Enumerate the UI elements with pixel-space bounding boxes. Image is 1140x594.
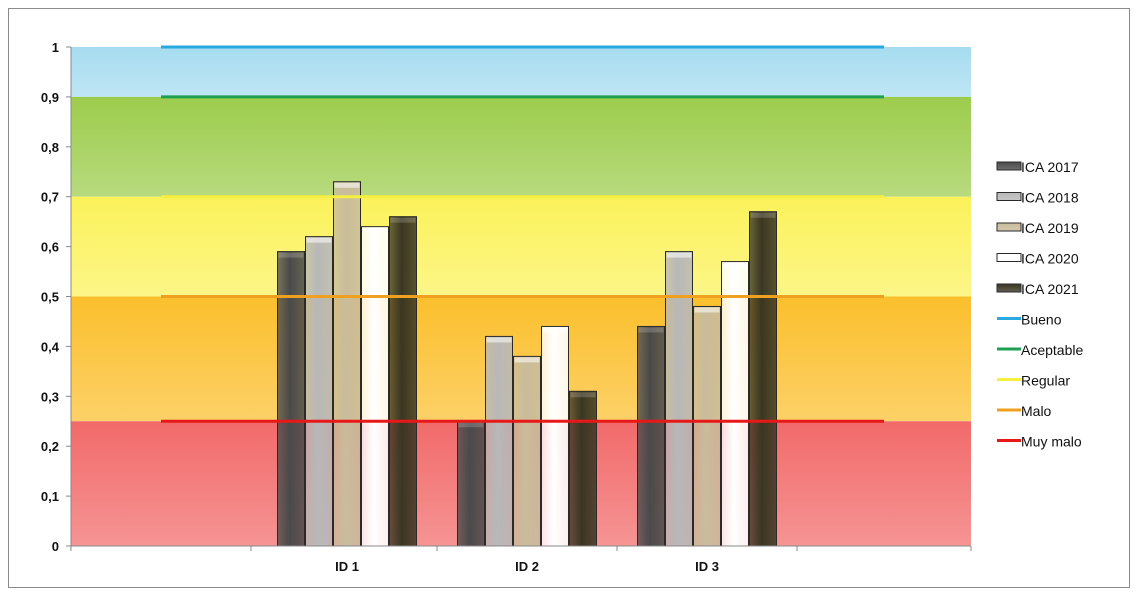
- bar-cap: [334, 182, 360, 188]
- legend-label: ICA 2017: [1021, 159, 1079, 175]
- bar-cap: [306, 237, 332, 243]
- bar-cap: [278, 252, 304, 258]
- bar: [721, 261, 749, 547]
- chart-frame: 0 0,1 0,2 0,3 0,4 0,5 0,6 0,7 0,8 0,9 1 ID 1 ID 2 ID …: [8, 8, 1130, 588]
- bar-cap: [486, 337, 512, 343]
- legend-label: Malo: [1021, 403, 1052, 419]
- legend-label: Bueno: [1021, 312, 1062, 328]
- legend-swatch: [996, 161, 1022, 171]
- bar-cap: [542, 327, 568, 333]
- legend-label: ICA 2020: [1021, 251, 1079, 267]
- bar-cap: [570, 392, 596, 398]
- bar: [541, 325, 569, 547]
- legend: ICA 2017 ICA 2018 ICA 2019 ICA 2020 ICA 2021…: [996, 159, 1083, 450]
- bar-cap: [362, 227, 388, 233]
- ica-bar-chart: 0 0,1 0,2 0,3 0,4 0,5 0,6 0,7 0,8 0,9 1 ID 1 ID 2 ID …: [41, 40, 1084, 574]
- bar-cap: [638, 327, 664, 333]
- legend-swatch: [996, 192, 1022, 201]
- legend-label: Muy malo: [1021, 434, 1082, 450]
- legend-label: ICA 2021: [1021, 281, 1079, 297]
- bar: [457, 420, 485, 547]
- bar-cap: [666, 252, 692, 258]
- y-tick-label: 0: [52, 539, 59, 554]
- y-tick-label: 0,6: [41, 240, 59, 255]
- legend-label: ICA 2019: [1021, 220, 1079, 236]
- quality-band: [71, 47, 971, 97]
- bar-cap: [514, 357, 540, 363]
- bar: [361, 226, 389, 547]
- bar-cap: [722, 262, 748, 268]
- quality-band: [71, 96, 971, 197]
- y-tick-label: 0,3: [41, 389, 59, 404]
- bar-cap: [390, 217, 416, 223]
- bar: [305, 236, 333, 547]
- y-tick-label: 0,7: [41, 190, 59, 205]
- bar: [665, 251, 693, 547]
- bar: [277, 251, 305, 547]
- y-tick-label: 0,8: [41, 140, 59, 155]
- bar: [485, 335, 513, 547]
- y-tick-label: 0,2: [41, 439, 59, 454]
- x-tick-label: ID 3: [695, 559, 719, 574]
- bar-cap: [750, 212, 776, 218]
- y-tick-label: 0,4: [41, 339, 60, 354]
- bar: [389, 216, 417, 547]
- y-tick-label: 1: [52, 40, 59, 55]
- legend-label: ICA 2018: [1021, 190, 1079, 206]
- legend-swatch: [996, 253, 1022, 262]
- legend-label: Regular: [1021, 373, 1070, 389]
- x-tick-label: ID 1: [335, 559, 359, 574]
- quality-band: [71, 196, 971, 297]
- legend-label: Aceptable: [1021, 342, 1083, 358]
- bar: [333, 181, 361, 547]
- bar: [693, 305, 721, 547]
- bar-cap: [694, 307, 720, 313]
- bar: [637, 325, 665, 547]
- y-tick-label: 0,1: [41, 489, 59, 504]
- y-tick-label: 0,9: [41, 90, 59, 105]
- bar: [569, 390, 597, 547]
- y-tick-label: 0,5: [41, 290, 59, 305]
- threshold-lines: [161, 45, 884, 423]
- axes: 0 0,1 0,2 0,3 0,4 0,5 0,6 0,7 0,8 0,9 1 ID 1 ID 2 ID …: [41, 40, 972, 574]
- bar: [513, 355, 541, 547]
- legend-swatch: [996, 222, 1022, 232]
- bar: [749, 211, 777, 547]
- legend-swatch: [996, 283, 1022, 293]
- bar-cap: [458, 422, 484, 428]
- x-tick-label: ID 2: [515, 559, 539, 574]
- bars: [277, 181, 777, 547]
